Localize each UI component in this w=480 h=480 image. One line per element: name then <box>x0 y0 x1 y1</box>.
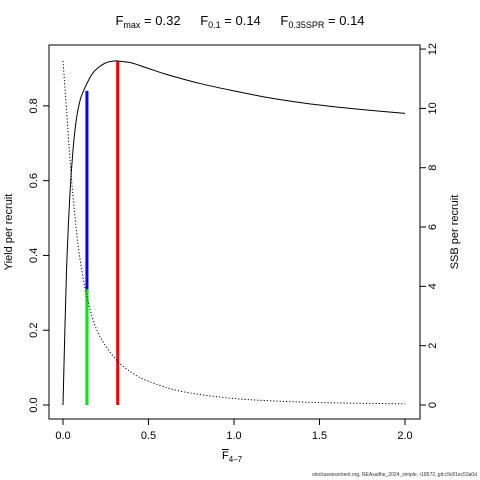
plot-frame <box>48 44 421 420</box>
ssb-per-recruit-line <box>62 60 406 405</box>
reference-lines <box>85 61 120 405</box>
x-tick-label: 0.0 <box>55 430 70 442</box>
x-tick-label: 1.5 <box>312 430 327 442</box>
y-left-tick-label: 0.4 <box>28 248 40 263</box>
y-left-tick-label: 0.8 <box>28 98 40 113</box>
yield-per-recruit-line <box>62 60 406 406</box>
x-tick-label: 1.0 <box>226 430 241 442</box>
footer-text: stockassessment.org, NEAsalthe_2024_simp… <box>312 472 477 478</box>
y-right-tick-label: 12 <box>427 43 439 55</box>
y-right-tick-label: 10 <box>427 102 439 114</box>
y-axis-right: 0 2 4 6 8 10 12 <box>420 43 439 408</box>
chart-title: Fmax = 0.32 F0.1 = 0.14 F0.35SPR = 0.14 <box>0 13 480 30</box>
y-right-tick-label: 6 <box>427 224 439 230</box>
x-tick-label: 2.0 <box>397 430 412 442</box>
y-right-tick-label: 4 <box>427 283 439 289</box>
y-axis-right-label: SSB per recruit <box>449 195 461 270</box>
x-axis: 0.0 0.5 1.0 1.5 2.0 <box>55 418 413 442</box>
series-layer <box>62 60 406 406</box>
y-axis-left: 0.0 0.2 0.4 0.6 0.8 <box>28 98 49 413</box>
y-right-tick-label: 2 <box>427 343 439 349</box>
f01-label: F0.1 = 0.14 <box>200 13 261 30</box>
x-tick-label: 0.5 <box>141 430 156 442</box>
x-axis-label: F4–7 <box>222 450 243 464</box>
fmax-label: Fmax = 0.32 <box>115 13 181 30</box>
y-left-tick-label: 0.6 <box>28 173 40 188</box>
y-right-tick-label: 0 <box>427 402 439 408</box>
y-right-tick-label: 8 <box>427 165 439 171</box>
fspr-label: F0.35SPR = 0.14 <box>280 13 365 30</box>
y-left-tick-label: 0.2 <box>28 323 40 338</box>
y-axis-left-label: Yield per recruit <box>3 194 15 271</box>
y-left-tick-label: 0.0 <box>28 397 40 412</box>
